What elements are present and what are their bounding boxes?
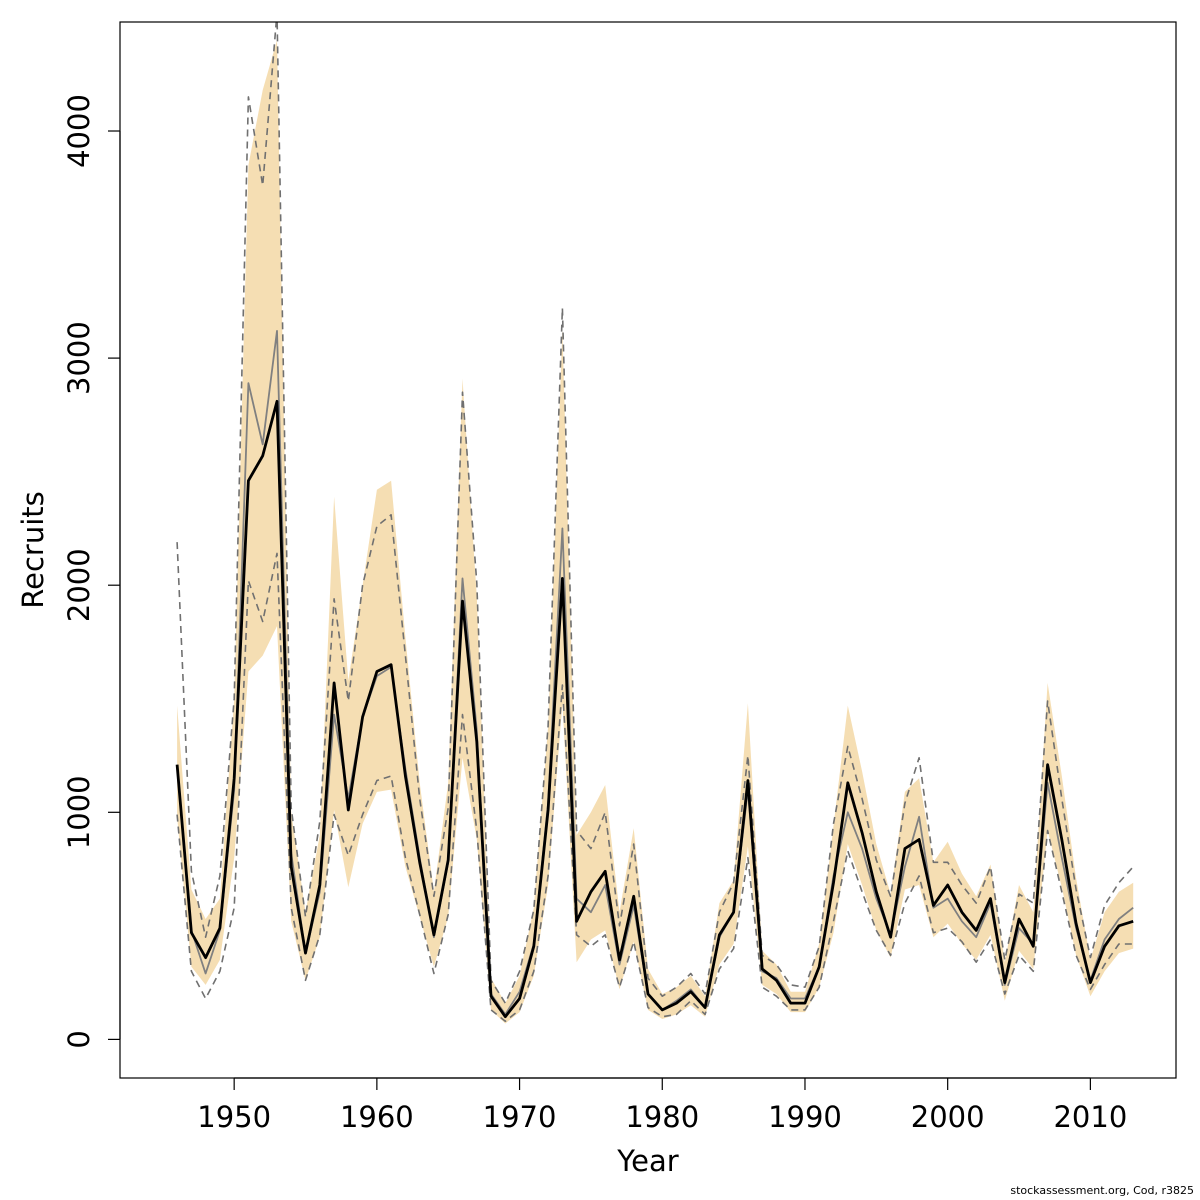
comparison-lower-dashed-line bbox=[176, 552, 1134, 1023]
estimate-line bbox=[175, 399, 1134, 1019]
source-footnote: stockassessment.org, Cod, r3825 bbox=[1010, 1184, 1194, 1197]
y-tick-label: 2000 bbox=[62, 548, 96, 622]
x-tick-label: 1970 bbox=[483, 1100, 557, 1134]
y-tick-label: 0 bbox=[62, 1030, 96, 1048]
y-axis-title: Recruits bbox=[16, 491, 50, 608]
x-tick-label: 1990 bbox=[768, 1100, 842, 1134]
axes: 1950 1960 1970 1980 1990 2000 2010 0 1000 2000 300… bbox=[62, 94, 1127, 1134]
y-tick-label: 1000 bbox=[62, 775, 96, 849]
x-tick-label: 2010 bbox=[1053, 1100, 1127, 1134]
x-tick-label: 1980 bbox=[625, 1100, 699, 1134]
y-tick-label: 3000 bbox=[62, 321, 96, 395]
comparison-upper-dashed-line bbox=[176, 22, 1134, 1004]
y-tick-label: 4000 bbox=[62, 94, 96, 168]
x-tick-label: 1950 bbox=[197, 1100, 271, 1134]
confidence-band bbox=[177, 40, 1134, 1024]
x-tick-label: 2000 bbox=[911, 1100, 985, 1134]
plot-area bbox=[175, 22, 1134, 1024]
x-axis-title: Year bbox=[616, 1144, 678, 1178]
x-tick-label: 1960 bbox=[340, 1100, 414, 1134]
